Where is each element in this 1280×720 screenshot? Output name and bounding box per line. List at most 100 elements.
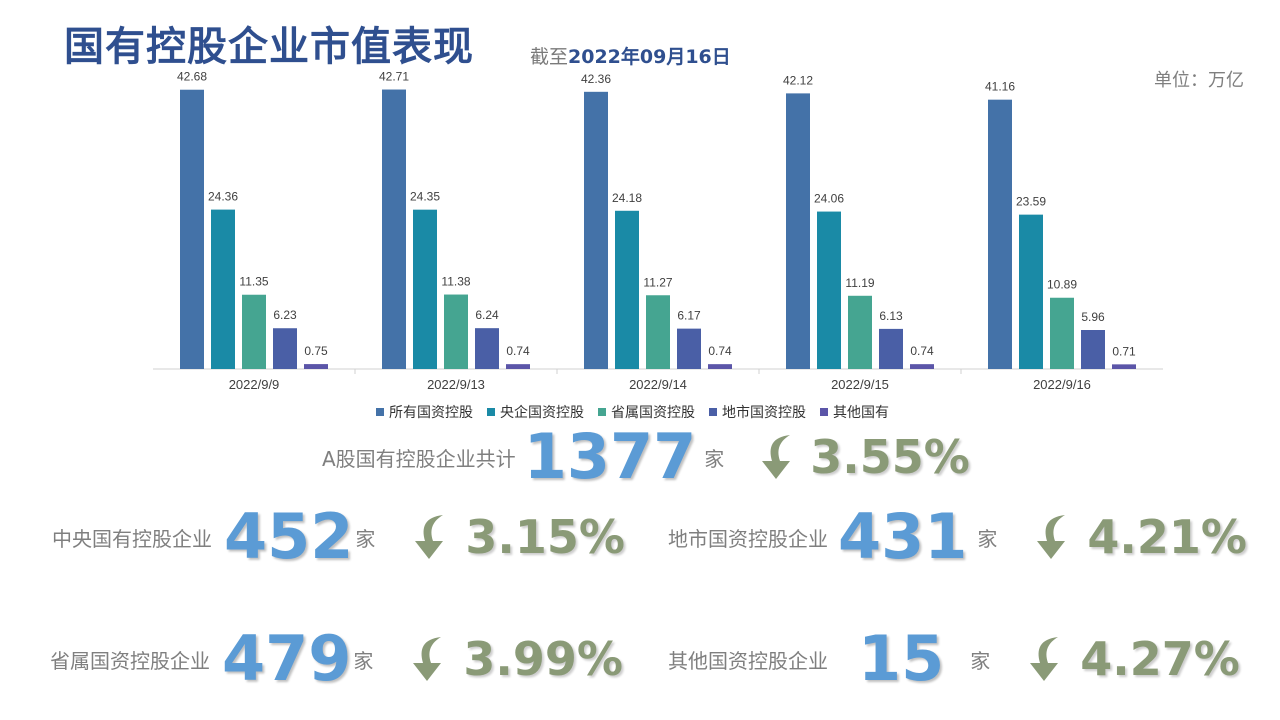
legend-swatch (376, 408, 384, 416)
data-label: 11.27 (643, 275, 672, 289)
bar (848, 295, 872, 369)
legend-label: 地市国资控股 (722, 405, 806, 421)
stat-city-change: 4.21% (1087, 510, 1248, 564)
bar (677, 328, 701, 369)
data-label: 6.13 (879, 309, 903, 323)
bar (1019, 214, 1043, 369)
x-tick-label: 2022/9/9 (229, 377, 280, 392)
bar (413, 209, 437, 369)
data-label: 11.38 (441, 275, 470, 289)
legend-item: 其他国有 (820, 402, 889, 422)
unit-label: 单位：万亿 (1154, 70, 1244, 91)
stat-provincial: 省属国资控股企业 479 家 3.99% (50, 628, 623, 690)
legend-item: 地市国资控股 (709, 402, 806, 422)
as-of-prefix: 截至 (530, 46, 569, 68)
bar (1050, 297, 1074, 369)
bar (910, 364, 934, 369)
data-label: 6.24 (475, 308, 499, 322)
stat-total-unit: 家 (704, 446, 725, 471)
data-label: 24.18 (612, 191, 642, 205)
stat-central-label: 中央国有控股企业 (52, 526, 212, 551)
data-label: 24.36 (208, 190, 238, 204)
data-label: 0.74 (506, 344, 530, 358)
curved-down-arrow-icon (1022, 635, 1064, 683)
bar (988, 99, 1012, 369)
stat-other-label: 其他国资控股企业 (668, 648, 828, 673)
stat-provincial-label: 省属国资控股企业 (50, 648, 210, 673)
legend-swatch (487, 408, 495, 416)
stat-central-change: 3.15% (465, 510, 626, 564)
bar (708, 364, 732, 369)
curved-down-arrow-icon (754, 433, 796, 481)
page-title: 国有控股企业市值表现 (64, 24, 474, 70)
bar (879, 328, 903, 369)
legend-label: 省属国资控股 (611, 405, 695, 421)
data-label: 6.23 (273, 308, 297, 322)
data-label: 42.12 (783, 73, 813, 87)
stat-city-count: 431 (838, 500, 968, 573)
stat-central-unit: 家 (355, 526, 376, 551)
bar (1081, 330, 1105, 369)
bar (180, 89, 204, 369)
data-label: 23.59 (1016, 195, 1046, 209)
data-label: 42.71 (379, 70, 409, 84)
legend-item: 省属国资控股 (598, 402, 695, 422)
legend-swatch (598, 408, 606, 416)
bar (211, 209, 235, 369)
bar (273, 328, 297, 369)
data-label: 0.75 (304, 344, 328, 358)
stat-city-unit: 家 (977, 526, 998, 551)
stat-provincial-count: 479 (222, 622, 352, 695)
curved-down-arrow-icon (405, 635, 447, 683)
bar (475, 328, 499, 369)
chart-legend: 所有国资控股 央企国资控股 省属国资控股 地市国资控股 其他国有 (376, 402, 889, 422)
data-label: 42.68 (177, 70, 207, 84)
stat-total: A股国有控股企业共计 1377 家 3.55% (322, 426, 970, 488)
data-label: 6.17 (677, 309, 701, 323)
legend-item: 央企国资控股 (487, 402, 584, 422)
stat-city-label: 地市国资控股企业 (668, 526, 828, 551)
data-label: 24.06 (814, 192, 844, 206)
bar (786, 93, 810, 369)
bar-chart: 42.68 24.36 11.35 6.23 0.75 2022/9/9 42.71 24.3… (153, 70, 1163, 392)
bar (646, 295, 670, 369)
stat-other-change: 4.27% (1080, 632, 1240, 686)
stat-other: 其他国资控股企业 15 家 4.27% (668, 628, 1240, 690)
as-of-date: 截至2022年09月16日 (530, 42, 731, 69)
bar (584, 91, 608, 369)
data-label: 0.74 (708, 344, 732, 358)
data-label: 5.96 (1081, 310, 1105, 324)
stat-central-count: 452 (224, 500, 354, 573)
curved-down-arrow-icon (1029, 513, 1071, 561)
bar (382, 89, 406, 369)
data-label: 0.74 (910, 344, 934, 358)
bar (615, 210, 639, 369)
bar (1112, 364, 1136, 369)
data-label: 41.16 (985, 80, 1015, 94)
legend-label: 所有国资控股 (389, 405, 473, 421)
data-label: 11.35 (239, 275, 268, 289)
stat-other-unit: 家 (970, 648, 991, 673)
x-tick-label: 2022/9/15 (831, 377, 889, 392)
curved-down-arrow-icon (407, 513, 449, 561)
stat-total-change: 3.55% (810, 430, 970, 484)
data-label: 24.35 (410, 190, 440, 204)
legend-label: 其他国有 (833, 405, 889, 421)
stat-total-label: A股国有控股企业共计 (322, 446, 516, 471)
bar (304, 364, 328, 369)
stat-provincial-unit: 家 (353, 648, 374, 673)
x-tick-label: 2022/9/16 (1033, 377, 1091, 392)
x-tick-label: 2022/9/13 (427, 377, 485, 392)
bar (444, 294, 468, 369)
stat-city: 地市国资控股企业 431 家 4.21% (668, 506, 1247, 568)
data-label: 0.71 (1112, 344, 1136, 358)
stat-other-count: 15 (858, 622, 945, 695)
as-of-date-value: 2022年09月16日 (568, 46, 731, 68)
bar (817, 211, 841, 369)
stat-provincial-change: 3.99% (463, 632, 624, 686)
data-label: 42.36 (581, 72, 611, 86)
legend-swatch (709, 408, 717, 416)
stat-central: 中央国有控股企业 452 家 3.15% (52, 506, 625, 568)
data-label: 10.89 (1047, 278, 1077, 292)
legend-label: 央企国资控股 (500, 405, 584, 421)
